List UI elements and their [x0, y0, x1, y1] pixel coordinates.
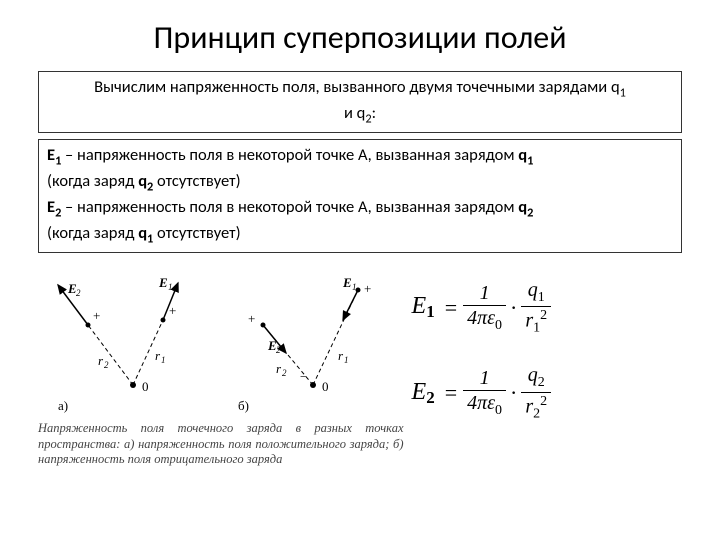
f1-num2: q	[528, 279, 538, 301]
f2-num2: q	[528, 364, 538, 386]
f1-den1a: 4	[467, 307, 477, 329]
f1-lhs-sub: 1	[426, 302, 435, 321]
f1-den2: r	[525, 310, 533, 332]
diag-a-plus1: +	[93, 308, 100, 323]
def-q1-sub: 1	[527, 153, 533, 168]
f2-den2sup: 2	[540, 394, 547, 409]
f2-num2sub: 2	[538, 375, 545, 390]
diag-a-plus2: +	[169, 303, 176, 318]
f1-den2sub: 1	[533, 321, 540, 336]
diag-b-zero: 0	[322, 379, 329, 394]
f2-den1a: 4	[467, 392, 477, 414]
svg-text:1: 1	[352, 282, 357, 292]
f2-den1b: πε	[477, 392, 495, 414]
def-l4a: (когда заряд	[47, 223, 138, 243]
diagram-caption: Напряженность поля точечного заряда в ра…	[38, 421, 404, 468]
def-l4b: q	[138, 223, 147, 243]
f1-num2sub: 1	[538, 290, 545, 305]
svg-text:2: 2	[76, 288, 81, 298]
svg-text:2: 2	[276, 345, 281, 355]
f2-den1sub: 0	[495, 403, 502, 418]
f2-num1: 1	[476, 367, 494, 389]
f1-num1: 1	[476, 282, 494, 304]
f2-den2: r	[525, 395, 533, 417]
svg-text:1: 1	[344, 355, 349, 365]
diag-b-plus2: +	[248, 311, 255, 326]
f1-frac1: 1 4πε0	[463, 282, 506, 333]
def-q2-sym: q	[518, 197, 527, 217]
f1-den2sup: 2	[540, 308, 547, 323]
diag-a-zero: 0	[142, 379, 149, 394]
def-e1-sym: Е	[47, 145, 55, 165]
svg-text:2: 2	[282, 368, 287, 378]
field-diagram: 0 + r2 E2 + r1 E1 а) 0	[38, 265, 398, 415]
diag-b-E1: E	[342, 275, 352, 290]
diag-a-label: а)	[58, 398, 68, 413]
def-e2-sym: Е	[47, 197, 55, 217]
f1-den1sub: 0	[495, 318, 502, 333]
diagram-column: 0 + r2 E2 + r1 E1 а) 0	[38, 265, 412, 468]
diag-b-label: б)	[238, 398, 249, 413]
f2-frac1: 1 4πε0	[463, 367, 506, 418]
def-l2b: q	[138, 171, 147, 191]
f2-frac2: q2 r22	[521, 364, 551, 421]
svg-text:1: 1	[161, 355, 166, 365]
def-l2a: (когда заряд	[47, 171, 138, 191]
diag-b-minus: −	[300, 369, 307, 384]
f1-lhs: E	[412, 293, 427, 319]
diag-b-plus: +	[364, 281, 371, 296]
f2-lhs: E	[412, 379, 427, 405]
svg-text:1: 1	[168, 282, 173, 292]
f1-frac2: q1 r12	[521, 279, 551, 336]
def-e1-text: – напряженность поля в некоторой точке А…	[61, 145, 518, 165]
def-l4c: отсутствует)	[153, 223, 240, 243]
definitions-box: Е 1 – напряженность поля в некоторой точк…	[38, 139, 682, 253]
page-title: Принцип суперпозиции полей	[38, 18, 682, 57]
formula-e2: E2 = 1 4πε0 · q2 r22	[412, 364, 682, 421]
f1-den1b: πε	[477, 307, 495, 329]
diag-a-E1: E	[158, 275, 168, 290]
lower-row: 0 + r2 E2 + r1 E1 а) 0	[38, 265, 682, 468]
intro-text-2: и q	[344, 103, 365, 123]
intro-box: Вычислим напряженность поля, вызванного …	[38, 71, 682, 133]
formula-e1: E1 = 1 4πε0 · q1 r12	[412, 279, 682, 336]
formula-column: E1 = 1 4πε0 · q1 r12 E2 = 1 4πε0 ·	[412, 265, 682, 468]
intro-text-3: :	[372, 103, 376, 123]
def-q1-sym: q	[518, 145, 527, 165]
svg-text:2: 2	[104, 360, 109, 370]
f2-lhs-sub: 2	[426, 388, 435, 407]
intro-text-1: Вычислим напряженность поля, вызванного …	[94, 77, 620, 97]
def-l2c: отсутствует)	[153, 171, 240, 191]
def-e2-text: – напряженность поля в некоторой точке А…	[61, 197, 518, 217]
intro-sub-1: 1	[620, 85, 626, 100]
def-q2-sub: 2	[527, 205, 533, 220]
